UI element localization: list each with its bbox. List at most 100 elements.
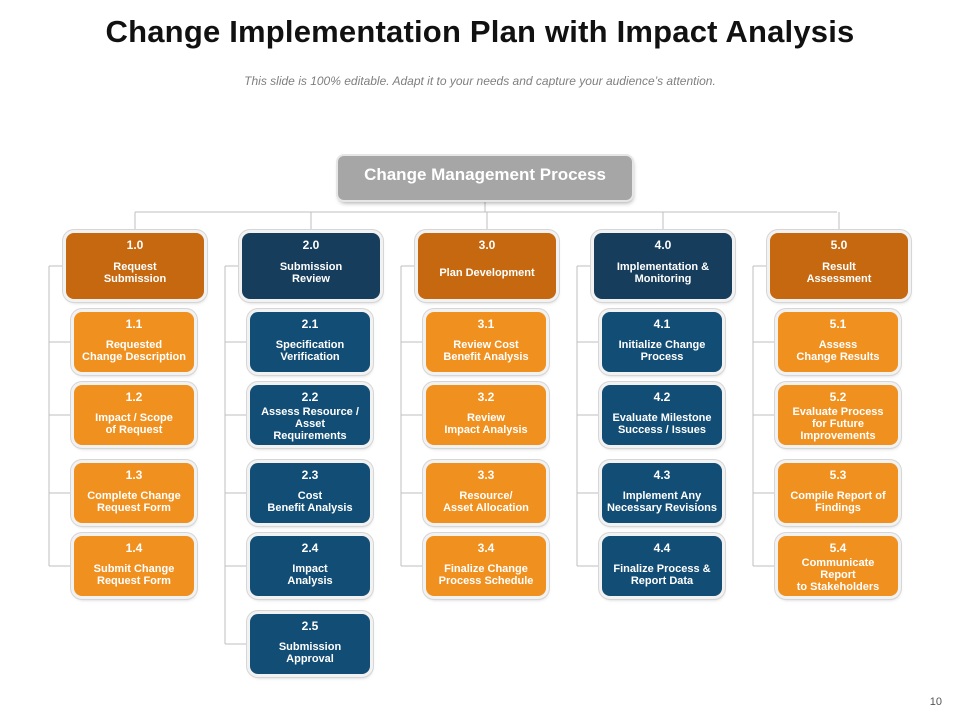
step-label: Assess Change Results xyxy=(781,334,895,368)
step-label: Request Submission xyxy=(69,255,201,291)
phase-box-2: 2.0 Submission Review xyxy=(242,233,380,299)
phase-box-1: 1.0 Request Submission xyxy=(66,233,204,299)
step-number: 4.2 xyxy=(653,390,671,404)
step-number: 5.2 xyxy=(829,390,847,404)
step-number: 5.1 xyxy=(829,317,847,331)
step-label: Complete Change Request Form xyxy=(77,485,191,519)
step-label: Result Assessment xyxy=(773,255,905,291)
step-label: Communicate Report to Stakeholders xyxy=(781,557,895,593)
slide-title: Change Implementation Plan with Impact A… xyxy=(105,14,855,49)
step-number: 5.3 xyxy=(829,468,847,482)
root-node: Change Management Process xyxy=(338,156,632,200)
step-label: Submit Change Request Form xyxy=(77,558,191,592)
phase-box-5: 5.0 Result Assessment xyxy=(770,233,908,299)
step-number: 4.3 xyxy=(653,468,671,482)
step-box-3-4: 3.4 Finalize Change Process Schedule xyxy=(426,536,546,596)
step-label-text: Submit Change Request Form xyxy=(93,563,175,587)
step-box-1-3: 1.3 Complete Change Request Form xyxy=(74,463,194,523)
step-number: 1.2 xyxy=(125,390,143,404)
step-number: 4.0 xyxy=(654,238,672,252)
step-number: 3.1 xyxy=(477,317,495,331)
step-number: 2.3 xyxy=(301,468,319,482)
step-label: Finalize Process & Report Data xyxy=(605,558,719,592)
step-label-text: Submission Review xyxy=(279,261,343,285)
step-box-1-4: 1.4 Submit Change Request Form xyxy=(74,536,194,596)
step-box-4-4: 4.4 Finalize Process & Report Data xyxy=(602,536,722,596)
step-label-text: Impact / Scope of Request xyxy=(95,412,173,436)
step-label: Finalize Change Process Schedule xyxy=(429,558,543,592)
step-number: 2.2 xyxy=(301,390,319,404)
step-label-text: Assess Change Results xyxy=(796,339,880,363)
step-label: Specification Verification xyxy=(253,334,367,368)
phase-box-4: 4.0 Implementation & Monitoring xyxy=(594,233,732,299)
step-label-text: Plan Development xyxy=(439,267,535,279)
step-label: Cost Benefit Analysis xyxy=(253,485,367,519)
step-label: Submission Review xyxy=(245,255,377,291)
step-box-2-2: 2.2 Assess Resource / Asset Requirements xyxy=(250,385,370,445)
step-label: Initialize Change Process xyxy=(605,334,719,368)
step-label: Requested Change Description xyxy=(77,334,191,368)
step-label-text: Cost Benefit Analysis xyxy=(267,490,353,514)
step-label-text: Requested Change Description xyxy=(82,339,186,363)
step-box-3-3: 3.3 Resource/ Asset Allocation xyxy=(426,463,546,523)
step-label-text: Evaluate Process for Future Improvements xyxy=(792,406,884,442)
step-label: Impact / Scope of Request xyxy=(77,407,191,441)
step-box-4-2: 4.2 Evaluate Milestone Success / Issues xyxy=(602,385,722,445)
step-label: Implementation & Monitoring xyxy=(597,255,729,291)
slide-subtitle: This slide is 100% editable. Adapt it to… xyxy=(244,74,716,88)
step-box-2-1: 2.1 Specification Verification xyxy=(250,312,370,372)
step-number: 5.0 xyxy=(830,238,848,252)
step-number: 3.3 xyxy=(477,468,495,482)
step-label: Resource/ Asset Allocation xyxy=(429,485,543,519)
phase-box-3: 3.0 Plan Development xyxy=(418,233,556,299)
step-number: 1.4 xyxy=(125,541,143,555)
step-box-3-2: 3.2 Review Impact Analysis xyxy=(426,385,546,445)
step-label-text: Implementation & Monitoring xyxy=(616,261,710,285)
step-label: Plan Development xyxy=(421,255,553,291)
step-box-4-3: 4.3 Implement Any Necessary Revisions xyxy=(602,463,722,523)
step-label-text: Communicate Report to Stakeholders xyxy=(796,557,880,593)
page-number: 10 xyxy=(929,696,942,708)
step-box-5-1: 5.1 Assess Change Results xyxy=(778,312,898,372)
step-label: Evaluate Milestone Success / Issues xyxy=(605,407,719,441)
step-label-text: Compile Report of Findings xyxy=(790,490,886,514)
step-box-5-2: 5.2 Evaluate Process for Future Improveme… xyxy=(778,385,898,445)
step-label-text: Review Cost Benefit Analysis xyxy=(443,339,529,363)
step-label: Impact Analysis xyxy=(253,558,367,592)
step-label-text: Finalize Process & Report Data xyxy=(613,563,711,587)
step-label: Submission Approval xyxy=(253,636,367,670)
step-label-text: Implement Any Necessary Revisions xyxy=(606,490,718,514)
step-label-text: Resource/ Asset Allocation xyxy=(443,490,529,514)
step-box-1-1: 1.1 Requested Change Description xyxy=(74,312,194,372)
step-number: 2.0 xyxy=(302,238,320,252)
step-number: 3.4 xyxy=(477,541,495,555)
step-label-text: Specification Verification xyxy=(275,339,345,363)
step-number: 2.1 xyxy=(301,317,319,331)
step-box-2-5: 2.5 Submission Approval xyxy=(250,614,370,674)
step-number: 1.3 xyxy=(125,468,143,482)
step-box-1-2: 1.2 Impact / Scope of Request xyxy=(74,385,194,445)
step-number: 2.5 xyxy=(301,619,319,633)
step-label-text: Impact Analysis xyxy=(287,563,333,587)
step-label: Compile Report of Findings xyxy=(781,485,895,519)
step-label-text: Assess Resource / Asset Requirements xyxy=(261,406,359,442)
step-number: 5.4 xyxy=(829,541,847,555)
step-box-2-3: 2.3 Cost Benefit Analysis xyxy=(250,463,370,523)
step-label: Review Impact Analysis xyxy=(429,407,543,441)
step-label-text: Evaluate Milestone Success / Issues xyxy=(612,412,712,436)
step-number: 1.0 xyxy=(126,238,144,252)
step-label: Evaluate Process for Future Improvements xyxy=(781,406,895,442)
step-box-4-1: 4.1 Initialize Change Process xyxy=(602,312,722,372)
step-number: 2.4 xyxy=(301,541,319,555)
step-number: 4.1 xyxy=(653,317,671,331)
step-label-text: Finalize Change Process Schedule xyxy=(438,563,534,587)
step-box-2-4: 2.4 Impact Analysis xyxy=(250,536,370,596)
step-label-text: Request Submission xyxy=(103,261,167,285)
step-label-text: Submission Approval xyxy=(278,641,342,665)
step-box-5-4: 5.4 Communicate Report to Stakeholders xyxy=(778,536,898,596)
step-label-text: Initialize Change Process xyxy=(618,339,706,363)
step-box-3-1: 3.1 Review Cost Benefit Analysis xyxy=(426,312,546,372)
step-number: 4.4 xyxy=(653,541,671,555)
step-label-text: Complete Change Request Form xyxy=(87,490,181,514)
